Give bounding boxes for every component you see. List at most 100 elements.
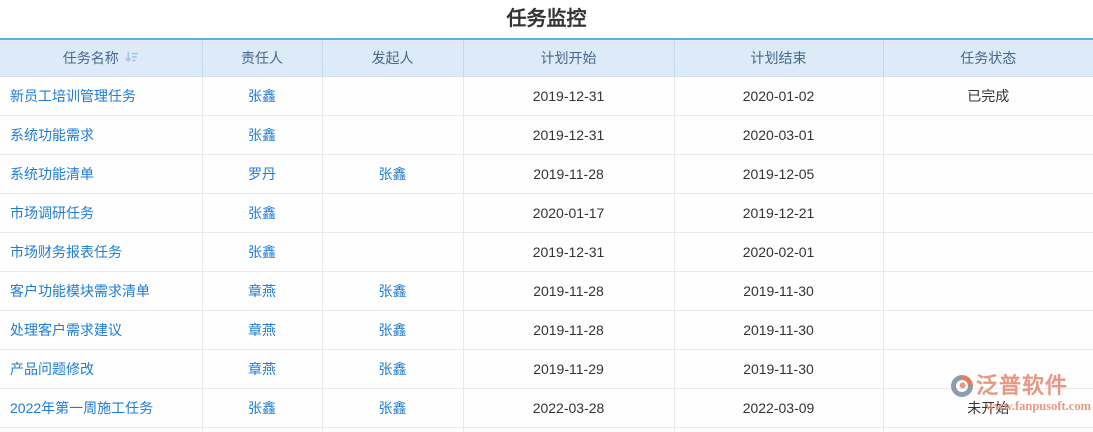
task-name-cell: 产品问题修改 <box>0 349 203 389</box>
status-cell <box>883 115 1093 155</box>
column-header-task-name[interactable]: 任务名称 <box>0 38 203 77</box>
initiator-cell <box>322 76 464 116</box>
column-header-owner[interactable]: 责任人 <box>202 38 323 77</box>
table-row: 客户功能模块需求清单 章燕 张鑫 2019-11-28 2019-11-30 <box>0 271 1093 311</box>
plan-end-cell: 2022-03-09 <box>674 388 884 428</box>
sort-descending-icon[interactable] <box>124 50 139 65</box>
initiator-cell <box>322 193 464 233</box>
plan-end-cell: 2020-02-01 <box>674 232 884 272</box>
task-name-link[interactable]: 处理客户需求建议 <box>10 321 122 338</box>
owner-cell: 张鑫 <box>202 115 323 155</box>
owner-link[interactable]: 张鑫 <box>248 399 276 416</box>
task-name-cell <box>0 427 203 432</box>
initiator-cell <box>322 115 464 155</box>
plan-start-cell: 2019-11-28 <box>463 154 675 194</box>
status-cell <box>883 310 1093 350</box>
task-name-link[interactable]: 新员工培训管理任务 <box>10 87 136 104</box>
owner-link[interactable]: 张鑫 <box>248 243 276 260</box>
table-row: 2022年第一周施工任务 张鑫 张鑫 2022-03-28 2022-03-09… <box>0 388 1093 428</box>
plan-start-cell: 2022-03-28 <box>463 388 675 428</box>
column-header-plan-end[interactable]: 计划结束 <box>674 38 884 77</box>
initiator-cell: 张鑫 <box>322 388 464 428</box>
plan-start-cell: 2019-12-31 <box>463 76 675 116</box>
task-table-body: 新员工培训管理任务 张鑫 2019-12-31 2020-01-02 已完成 系… <box>0 76 1093 432</box>
owner-link[interactable]: 张鑫 <box>248 204 276 221</box>
initiator-cell: 张鑫 <box>322 154 464 194</box>
owner-cell: 张鑫 <box>202 193 323 233</box>
task-name-cell: 市场调研任务 <box>0 193 203 233</box>
task-name-cell: 市场财务报表任务 <box>0 232 203 272</box>
status-cell <box>883 271 1093 311</box>
table-row: 市场调研任务 张鑫 2020-01-17 2019-12-21 <box>0 193 1093 233</box>
table-row <box>0 427 1093 432</box>
table-row: 系统功能需求 张鑫 2019-12-31 2020-03-01 <box>0 115 1093 155</box>
task-name-link[interactable]: 产品问题修改 <box>10 360 94 377</box>
owner-link[interactable]: 章燕 <box>248 321 276 338</box>
task-name-cell: 2022年第一周施工任务 <box>0 388 203 428</box>
initiator-link[interactable]: 张鑫 <box>378 165 407 182</box>
column-header-status[interactable]: 任务状态 <box>883 38 1093 77</box>
initiator-cell: 张鑫 <box>322 310 464 350</box>
plan-end-cell: 2019-12-05 <box>674 154 884 194</box>
owner-link[interactable]: 章燕 <box>248 360 276 377</box>
status-cell <box>883 349 1093 389</box>
task-name-cell: 客户功能模块需求清单 <box>0 271 203 311</box>
task-table-header: 任务名称 责任人 发起人 计划开始 计划结束 任务状态 <box>0 38 1093 77</box>
plan-end-cell <box>674 427 884 432</box>
plan-end-cell: 2019-11-30 <box>674 349 884 389</box>
plan-end-cell: 2019-12-21 <box>674 193 884 233</box>
table-row: 系统功能清单 罗丹 张鑫 2019-11-28 2019-12-05 <box>0 154 1093 194</box>
initiator-link[interactable]: 张鑫 <box>378 399 407 416</box>
status-cell <box>883 427 1093 432</box>
plan-end-cell: 2020-03-01 <box>674 115 884 155</box>
plan-start-cell: 2019-11-29 <box>463 349 675 389</box>
column-header-task-name-label: 任务名称 <box>62 49 119 66</box>
owner-cell: 章燕 <box>202 349 323 389</box>
status-cell: 已完成 <box>883 76 1093 116</box>
plan-start-cell <box>463 427 675 432</box>
owner-link[interactable]: 罗丹 <box>248 165 276 182</box>
column-header-initiator[interactable]: 发起人 <box>322 38 464 77</box>
status-cell <box>883 154 1093 194</box>
plan-start-cell: 2019-11-28 <box>463 271 675 311</box>
initiator-cell: 张鑫 <box>322 349 464 389</box>
owner-link[interactable]: 张鑫 <box>248 87 276 104</box>
task-name-link[interactable]: 市场调研任务 <box>10 204 94 221</box>
task-name-link[interactable]: 市场财务报表任务 <box>10 243 122 260</box>
status-cell <box>883 232 1093 272</box>
plan-start-cell: 2020-01-17 <box>463 193 675 233</box>
task-table: 任务名称 责任人 发起人 计划开始 计划结束 任务状态 <box>0 38 1093 432</box>
column-header-plan-start[interactable]: 计划开始 <box>463 38 675 77</box>
owner-cell: 罗丹 <box>202 154 323 194</box>
page-title: 任务监控 <box>506 8 587 30</box>
owner-link[interactable]: 章燕 <box>248 282 276 299</box>
table-row: 市场财务报表任务 张鑫 2019-12-31 2020-02-01 <box>0 232 1093 272</box>
table-row: 新员工培训管理任务 张鑫 2019-12-31 2020-01-02 已完成 <box>0 76 1093 116</box>
table-row: 产品问题修改 章燕 张鑫 2019-11-29 2019-11-30 <box>0 349 1093 389</box>
task-name-cell: 新员工培训管理任务 <box>0 76 203 116</box>
plan-end-cell: 2020-01-02 <box>674 76 884 116</box>
plan-start-cell: 2019-11-28 <box>463 310 675 350</box>
owner-link[interactable]: 张鑫 <box>248 126 276 143</box>
task-name-cell: 系统功能清单 <box>0 154 203 194</box>
plan-start-cell: 2019-12-31 <box>463 115 675 155</box>
initiator-cell <box>322 232 464 272</box>
plan-start-cell: 2019-12-31 <box>463 232 675 272</box>
initiator-link[interactable]: 张鑫 <box>378 321 407 338</box>
status-cell <box>883 193 1093 233</box>
task-name-cell: 处理客户需求建议 <box>0 310 203 350</box>
initiator-link[interactable]: 张鑫 <box>378 282 407 299</box>
initiator-link[interactable]: 张鑫 <box>378 360 407 377</box>
initiator-cell <box>322 427 464 432</box>
owner-cell: 张鑫 <box>202 388 323 428</box>
table-row: 处理客户需求建议 章燕 张鑫 2019-11-28 2019-11-30 <box>0 310 1093 350</box>
owner-cell: 章燕 <box>202 310 323 350</box>
owner-cell <box>202 427 323 432</box>
task-name-link[interactable]: 2022年第一周施工任务 <box>10 399 154 416</box>
status-cell: 未开始 <box>883 388 1093 428</box>
task-name-link[interactable]: 系统功能清单 <box>10 165 94 182</box>
plan-end-cell: 2019-11-30 <box>674 271 884 311</box>
task-name-link[interactable]: 客户功能模块需求清单 <box>10 282 150 299</box>
owner-cell: 张鑫 <box>202 232 323 272</box>
task-name-link[interactable]: 系统功能需求 <box>10 126 94 143</box>
